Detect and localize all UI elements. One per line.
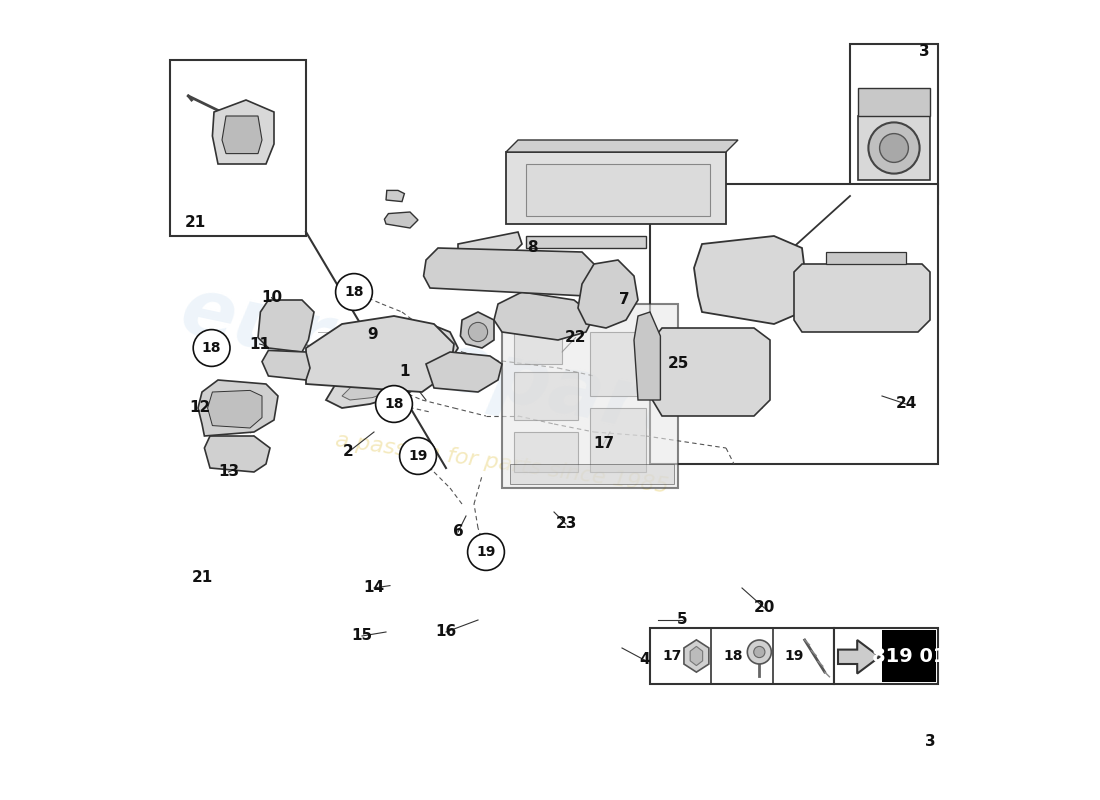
Circle shape — [754, 646, 764, 658]
Text: 3: 3 — [925, 734, 935, 749]
Polygon shape — [384, 212, 418, 228]
Polygon shape — [826, 252, 906, 264]
Text: 17: 17 — [593, 437, 614, 451]
Text: 4: 4 — [639, 653, 650, 667]
Text: 819 01: 819 01 — [871, 646, 946, 666]
Bar — [170, 60, 306, 236]
Polygon shape — [461, 312, 494, 348]
Text: 19: 19 — [784, 649, 804, 663]
Polygon shape — [506, 140, 738, 152]
Text: 15: 15 — [351, 629, 373, 643]
Text: 18: 18 — [202, 341, 221, 355]
Bar — [590, 408, 646, 472]
Circle shape — [194, 330, 230, 366]
Circle shape — [336, 274, 373, 310]
Polygon shape — [858, 116, 930, 180]
Text: 5: 5 — [676, 613, 688, 627]
Text: 21: 21 — [191, 570, 212, 585]
Polygon shape — [306, 316, 454, 392]
Text: 17: 17 — [662, 649, 681, 663]
Text: 18: 18 — [344, 285, 364, 299]
Bar — [882, 630, 936, 682]
Polygon shape — [684, 640, 708, 672]
Polygon shape — [258, 300, 314, 352]
Text: 3: 3 — [920, 45, 929, 59]
Text: 8: 8 — [527, 241, 538, 255]
Circle shape — [375, 386, 412, 422]
Text: 10: 10 — [261, 290, 283, 305]
Circle shape — [868, 122, 920, 174]
Text: 11: 11 — [249, 337, 271, 351]
Circle shape — [880, 134, 909, 162]
Polygon shape — [578, 260, 638, 328]
Polygon shape — [494, 292, 594, 340]
Text: 24: 24 — [895, 397, 916, 411]
Text: 19: 19 — [408, 449, 428, 463]
Polygon shape — [222, 116, 262, 154]
Polygon shape — [326, 324, 458, 408]
Bar — [650, 184, 938, 464]
Text: 25: 25 — [668, 357, 689, 371]
Circle shape — [468, 534, 505, 570]
Polygon shape — [652, 328, 770, 416]
Polygon shape — [262, 350, 310, 380]
Circle shape — [469, 322, 487, 342]
Text: 7: 7 — [619, 293, 629, 307]
Polygon shape — [212, 100, 274, 164]
Text: 18: 18 — [384, 397, 404, 411]
Text: 21: 21 — [185, 215, 206, 230]
Polygon shape — [526, 164, 710, 216]
Polygon shape — [526, 236, 646, 248]
Text: 1: 1 — [399, 365, 409, 379]
Circle shape — [399, 438, 437, 474]
Polygon shape — [694, 236, 806, 324]
Polygon shape — [205, 436, 270, 472]
Circle shape — [747, 640, 771, 664]
Bar — [590, 332, 662, 396]
Text: 18: 18 — [724, 649, 743, 663]
Polygon shape — [386, 190, 405, 202]
Text: 9: 9 — [367, 327, 377, 342]
Polygon shape — [794, 264, 930, 332]
Bar — [514, 432, 578, 472]
Text: 23: 23 — [556, 517, 576, 531]
Bar — [514, 320, 562, 364]
Text: 22: 22 — [565, 330, 586, 345]
Polygon shape — [208, 390, 262, 428]
Polygon shape — [424, 248, 594, 296]
Polygon shape — [426, 352, 502, 392]
Polygon shape — [458, 232, 522, 264]
Text: 6: 6 — [452, 525, 463, 539]
Polygon shape — [690, 646, 703, 666]
Text: 12: 12 — [189, 401, 210, 415]
Text: 20: 20 — [754, 601, 776, 615]
Polygon shape — [838, 640, 880, 674]
Polygon shape — [506, 152, 726, 224]
Text: 16: 16 — [436, 625, 456, 639]
Text: europeparts: europeparts — [174, 272, 735, 464]
Polygon shape — [510, 464, 674, 484]
Text: 13: 13 — [218, 465, 239, 479]
Polygon shape — [198, 380, 278, 436]
Polygon shape — [634, 312, 660, 400]
Polygon shape — [502, 304, 678, 488]
Text: 19: 19 — [476, 545, 496, 559]
Text: 14: 14 — [363, 581, 385, 595]
Polygon shape — [342, 338, 442, 400]
Text: a passion for parts since 1985: a passion for parts since 1985 — [334, 430, 670, 498]
Text: 2: 2 — [343, 445, 354, 459]
Bar — [514, 372, 578, 420]
Polygon shape — [858, 88, 930, 116]
Bar — [650, 628, 834, 684]
Bar — [834, 628, 938, 684]
Bar — [850, 44, 938, 204]
